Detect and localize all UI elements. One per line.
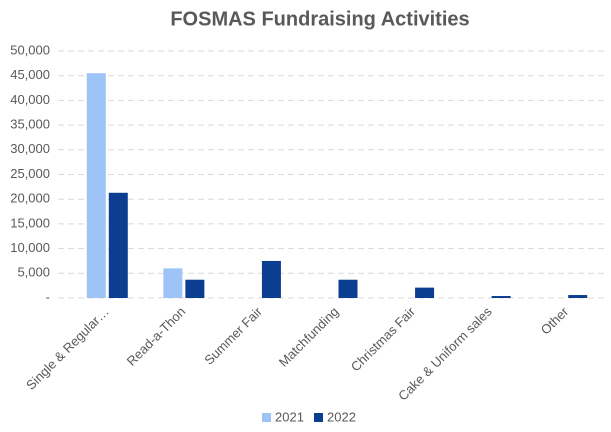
legend-label: 2022 bbox=[327, 409, 356, 424]
bar bbox=[338, 279, 358, 298]
x-tick-label: Matchfunding bbox=[276, 304, 342, 370]
y-tick-label: - bbox=[46, 289, 50, 304]
y-tick-label: 40,000 bbox=[10, 92, 50, 107]
y-tick-label: 5,000 bbox=[17, 265, 50, 280]
y-tick-label: 10,000 bbox=[10, 240, 50, 255]
bar bbox=[108, 192, 128, 298]
y-tick-label: 35,000 bbox=[10, 117, 50, 132]
y-tick-label: 25,000 bbox=[10, 166, 50, 181]
x-tick-label: Read-a-Thon bbox=[124, 304, 189, 369]
legend-swatch bbox=[262, 413, 271, 422]
bar bbox=[415, 287, 435, 298]
x-tick-label: Summer Fair bbox=[201, 303, 265, 367]
y-tick-label: 15,000 bbox=[10, 215, 50, 230]
y-tick-label: 30,000 bbox=[10, 141, 50, 156]
x-tick-label: Single & Regular… bbox=[23, 304, 112, 393]
bar bbox=[491, 296, 511, 298]
y-tick-label: 45,000 bbox=[10, 67, 50, 82]
bar bbox=[86, 73, 106, 298]
bar bbox=[261, 260, 281, 298]
bar bbox=[185, 279, 205, 298]
chart-title: FOSMAS Fundraising Activities bbox=[170, 8, 469, 30]
x-tick-label: Other bbox=[538, 303, 572, 337]
y-tick-label: 20,000 bbox=[10, 191, 50, 206]
legend-label: 2021 bbox=[275, 409, 304, 424]
y-tick-label: 50,000 bbox=[10, 42, 50, 57]
legend-swatch bbox=[314, 413, 323, 422]
bar bbox=[163, 268, 183, 298]
x-tick-label: Christmas Fair bbox=[348, 303, 419, 374]
bar bbox=[568, 295, 588, 298]
